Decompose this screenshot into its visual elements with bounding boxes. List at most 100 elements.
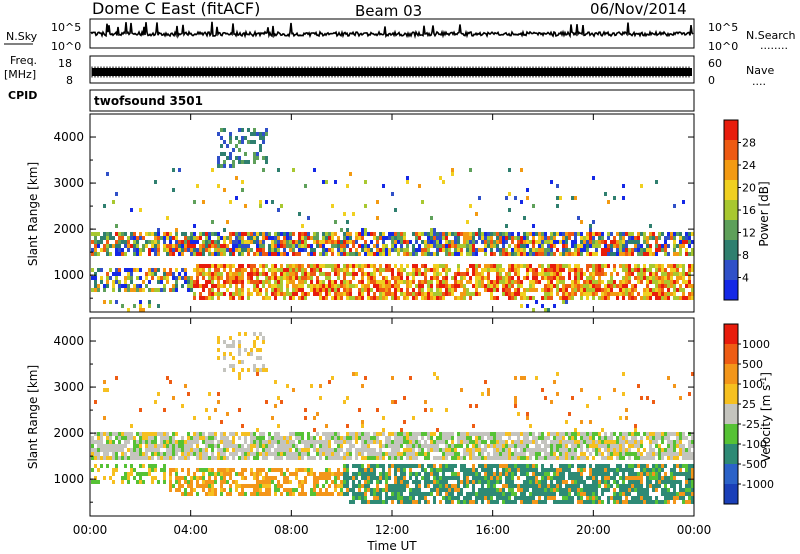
heatmap-cell [388,432,391,436]
heatmap-cell [547,468,550,472]
heatmap-cell [412,444,415,448]
heatmap-cell [193,284,196,288]
heatmap-cell [202,288,205,292]
heatmap-cell [607,292,610,296]
heatmap-cell [373,284,376,288]
heatmap-cell [448,484,451,488]
heatmap-cell [205,240,208,244]
heatmap-cell [364,204,367,208]
heatmap-cell [628,488,631,492]
heatmap-cell [628,432,631,436]
heatmap-cell [340,280,343,284]
heatmap-cell [346,464,349,468]
heatmap-cell [592,240,595,244]
heatmap-cell [208,392,211,396]
heatmap-cell [544,252,547,256]
heatmap-cell [205,264,208,268]
heatmap-cell [514,500,517,504]
heatmap-cell [505,492,508,496]
heatmap-cell [166,272,169,276]
heatmap-cell [532,204,535,208]
heatmap-cell [226,436,229,440]
heatmap-cell [133,236,136,240]
heatmap-cell [376,496,379,500]
heatmap-cell [508,492,511,496]
heatmap-cell [319,244,322,248]
heatmap-cell [370,288,373,292]
heatmap-cell [445,288,448,292]
heatmap-cell [466,244,469,248]
heatmap-cell [571,464,574,468]
heatmap-cell [484,248,487,252]
heatmap-cell [232,292,235,296]
heatmap-cell [103,380,106,384]
freq-trace [91,66,692,78]
heatmap-cell [631,480,634,484]
heatmap-cell [253,452,256,456]
heatmap-cell [241,236,244,240]
heatmap-cell [490,292,493,296]
heatmap-cell [319,448,322,452]
heatmap-cell [136,440,139,444]
heatmap-cell [181,492,184,496]
heatmap-cell [514,400,517,404]
heatmap-cell [574,272,577,276]
heatmap-cell [115,280,118,284]
heatmap-cell [448,248,451,252]
heatmap-cell [610,280,613,284]
heatmap-cell [199,468,202,472]
heatmap-cell [241,448,244,452]
heatmap-cell [241,280,244,284]
heatmap-cell [151,248,154,252]
heatmap-cell [637,264,640,268]
heatmap-cell [475,456,478,460]
heatmap-cell [238,456,241,460]
heatmap-cell [574,252,577,256]
heatmap-cell [208,288,211,292]
heatmap-cell [580,432,583,436]
heatmap-cell [259,368,262,372]
heatmap-cell [331,288,334,292]
heatmap-cell [472,480,475,484]
heatmap-cell [253,440,256,444]
heatmap-cell [397,476,400,480]
heatmap-cell [394,288,397,292]
heatmap-cell [232,160,235,164]
heatmap-cell [640,440,643,444]
heatmap-cell [436,456,439,460]
heatmap-cell [538,244,541,248]
heatmap-cell [283,272,286,276]
heatmap-cell [430,296,433,300]
heatmap-cell [661,264,664,268]
heatmap-cell [187,492,190,496]
heatmap-cell [646,288,649,292]
heatmap-cell [523,376,526,380]
heatmap-cell [544,236,547,240]
heatmap-cell [595,476,598,480]
heatmap-cell [487,468,490,472]
heatmap-cell [550,432,553,436]
heatmap-cell [505,272,508,276]
heatmap-cell [307,456,310,460]
heatmap-cell [115,456,118,460]
heatmap-cell [466,444,469,448]
heatmap-cell [493,252,496,256]
heatmap-cell [517,244,520,248]
heatmap-cell [553,488,556,492]
heatmap-cell [94,236,97,240]
heatmap-cell [166,232,169,236]
heatmap-cell [493,432,496,436]
heatmap-cell [586,288,589,292]
heatmap-cell [352,444,355,448]
heatmap-cell [253,160,256,164]
heatmap-cell [187,432,190,436]
heatmap-cell [541,232,544,236]
heatmap-cell [523,480,526,484]
heatmap-cell [562,488,565,492]
heatmap-cell [574,428,577,432]
heatmap-cell [499,472,502,476]
heatmap-cell [259,280,262,284]
heatmap-cell [592,448,595,452]
heatmap-cell [256,244,259,248]
heatmap-cell [376,456,379,460]
